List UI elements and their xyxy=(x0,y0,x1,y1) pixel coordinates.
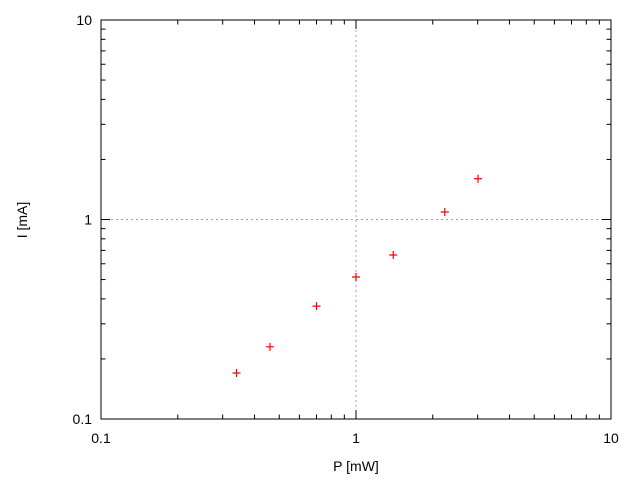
x-tick-label: 10 xyxy=(603,430,619,446)
ticks xyxy=(100,19,612,420)
data-point xyxy=(474,174,483,183)
x-tick-label: 0.1 xyxy=(91,430,111,446)
x-tick-label: 1 xyxy=(352,430,360,446)
plot-border xyxy=(100,19,612,420)
y-tick-label: 1 xyxy=(84,212,92,228)
tick-labels: 0.1 1 10 0.1 1 10 xyxy=(73,12,619,446)
grid xyxy=(101,20,611,419)
y-tick-label: 10 xyxy=(76,12,92,28)
data-point xyxy=(266,342,275,351)
data-point xyxy=(232,369,241,378)
data-point xyxy=(352,272,360,281)
data-point xyxy=(389,250,398,259)
y-tick-label: 0.1 xyxy=(73,411,93,427)
y-axis-label: I [mA] xyxy=(14,202,30,239)
data-points xyxy=(232,174,483,378)
data-point xyxy=(440,208,449,217)
x-axis-label: P [mW] xyxy=(333,458,379,474)
data-point xyxy=(312,302,321,311)
